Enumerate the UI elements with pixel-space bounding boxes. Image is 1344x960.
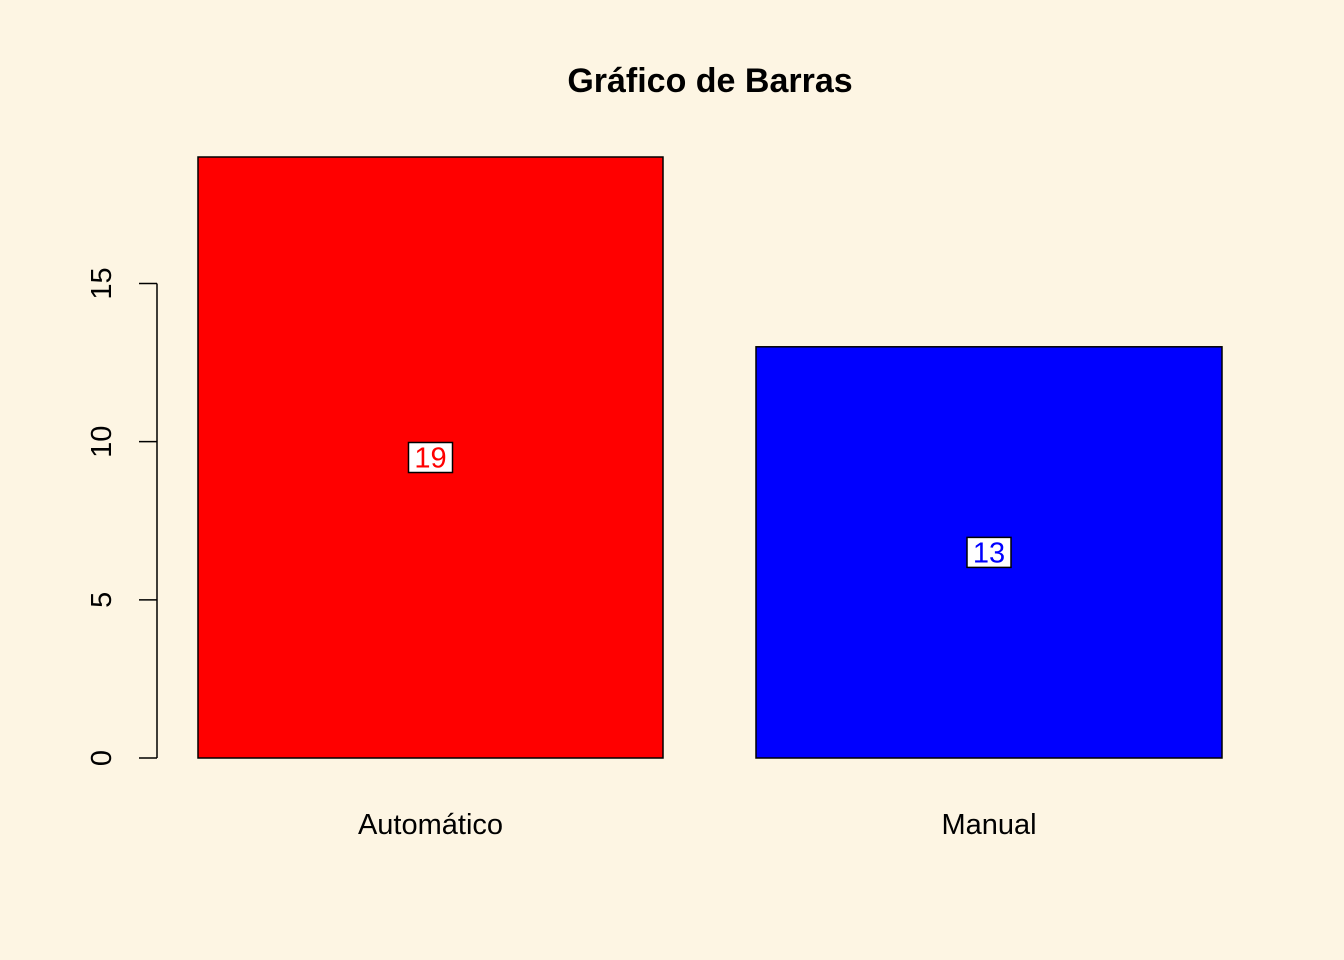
value-label: 19 [414,443,446,475]
y-tick-label: 10 [86,426,118,458]
category-label: Manual [941,809,1036,841]
category-label: Automático [358,809,503,841]
y-tick-label: 15 [86,267,118,299]
value-label-box [966,536,1012,569]
y-axis: 0 5 10 15 [86,267,158,766]
y-tick-label: 5 [86,592,118,608]
y-tick-label: 0 [86,750,118,766]
value-label: 13 [973,537,1005,569]
category-labels-group: Automático Manual [358,809,1037,841]
chart-title: Gráfico de Barras [567,62,852,100]
value-label-box [407,441,454,474]
